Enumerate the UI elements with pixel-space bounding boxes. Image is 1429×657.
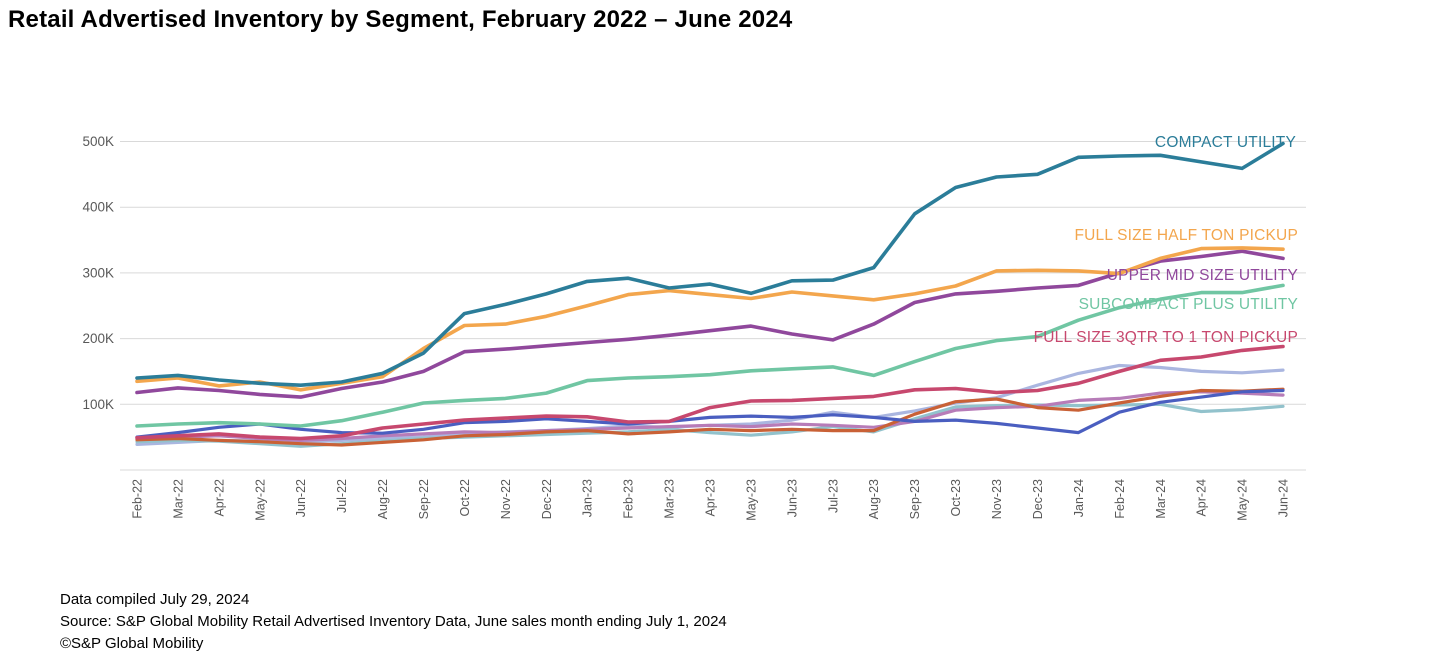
x-axis-tick-Jun-22: Jun-22: [294, 479, 308, 517]
x-axis-tick-Apr-23: Apr-23: [704, 479, 718, 517]
x-axis-tick-Feb-22: Feb-22: [131, 479, 145, 519]
chart-title: Retail Advertised Inventory by Segment, …: [8, 6, 793, 33]
x-axis-tick-Apr-22: Apr-22: [212, 479, 226, 517]
x-axis-tick-Feb-23: Feb-23: [622, 479, 636, 519]
x-axis-tick-May-23: May-23: [744, 479, 758, 521]
x-axis-tick-Jun-23: Jun-23: [785, 479, 799, 517]
x-axis-tick-Mar-23: Mar-23: [663, 479, 677, 519]
x-axis-tick-May-24: May-24: [1236, 479, 1250, 521]
series-line-full-size-3qtr-to-1-ton-pickup: [135, 344, 1285, 441]
footer-source: Source: S&P Global Mobility Retail Adver…: [60, 613, 727, 630]
series-line-unlabeled-dark-orange: [135, 387, 1285, 447]
x-axis-tick-Dec-23: Dec-23: [1031, 479, 1045, 519]
x-axis-tick-Mar-22: Mar-22: [171, 479, 185, 519]
x-axis-tick-Aug-23: Aug-23: [867, 479, 881, 519]
series-label-full-size-half-ton-pickup: FULL SIZE HALF TON PICKUP: [1075, 227, 1299, 244]
x-axis-tick-Jul-22: Jul-22: [335, 479, 349, 513]
x-axis-tick-Sep-23: Sep-23: [908, 479, 922, 519]
series-line-upper-mid-size-utility: [135, 249, 1285, 399]
y-axis-tick-500K: 500K: [82, 134, 114, 149]
x-axis-tick-Nov-23: Nov-23: [990, 479, 1004, 519]
series-line-full-size-half-ton-pickup: [135, 246, 1285, 392]
x-axis-tick-Jan-24: Jan-24: [1072, 479, 1086, 517]
x-axis-tick-Feb-24: Feb-24: [1113, 479, 1127, 519]
footer-copyright: ©S&P Global Mobility: [60, 635, 204, 652]
x-axis-tick-Oct-22: Oct-22: [458, 479, 472, 517]
x-axis-tick-Nov-22: Nov-22: [499, 479, 513, 519]
x-axis-tick-Sep-22: Sep-22: [417, 479, 431, 519]
y-axis-tick-400K: 400K: [82, 200, 114, 215]
y-axis-tick-200K: 200K: [82, 331, 114, 346]
series-line-compact-utility: [135, 141, 1285, 387]
x-axis-tick-Jun-24: Jun-24: [1277, 479, 1291, 517]
y-axis-tick-300K: 300K: [82, 265, 114, 280]
x-axis-tick-Jan-23: Jan-23: [581, 479, 595, 517]
y-axis-tick-100K: 100K: [82, 397, 114, 412]
x-axis-tick-Aug-22: Aug-22: [376, 479, 390, 519]
x-axis-tick-Dec-22: Dec-22: [540, 479, 554, 519]
series-label-full-size-3qtr-to-1-ton-pickup: FULL SIZE 3QTR TO 1 TON PICKUP: [1034, 329, 1298, 346]
series-label-subcompact-plus-utility: SUBCOMPACT PLUS UTILITY: [1079, 296, 1298, 313]
series-line-subcompact-plus-utility: [135, 283, 1285, 428]
series-label-upper-mid-size-utility: UPPER MID SIZE UTILITY: [1107, 267, 1298, 284]
footer-compiled-date: Data compiled July 29, 2024: [60, 591, 250, 608]
series-line-unlabeled-royal-blue: [135, 388, 1285, 439]
series-line-unlabeled-plum: [135, 390, 1285, 442]
x-axis-tick-Oct-23: Oct-23: [949, 479, 963, 517]
x-axis-tick-May-22: May-22: [253, 479, 267, 521]
x-axis-tick-Mar-24: Mar-24: [1154, 479, 1168, 519]
x-axis-tick-Jul-23: Jul-23: [826, 479, 840, 513]
chart-footer: Data compiled July 29, 2024 Source: S&P …: [60, 589, 727, 655]
series-label-compact-utility: COMPACT UTILITY: [1155, 134, 1296, 151]
x-axis-tick-Apr-24: Apr-24: [1195, 479, 1209, 517]
